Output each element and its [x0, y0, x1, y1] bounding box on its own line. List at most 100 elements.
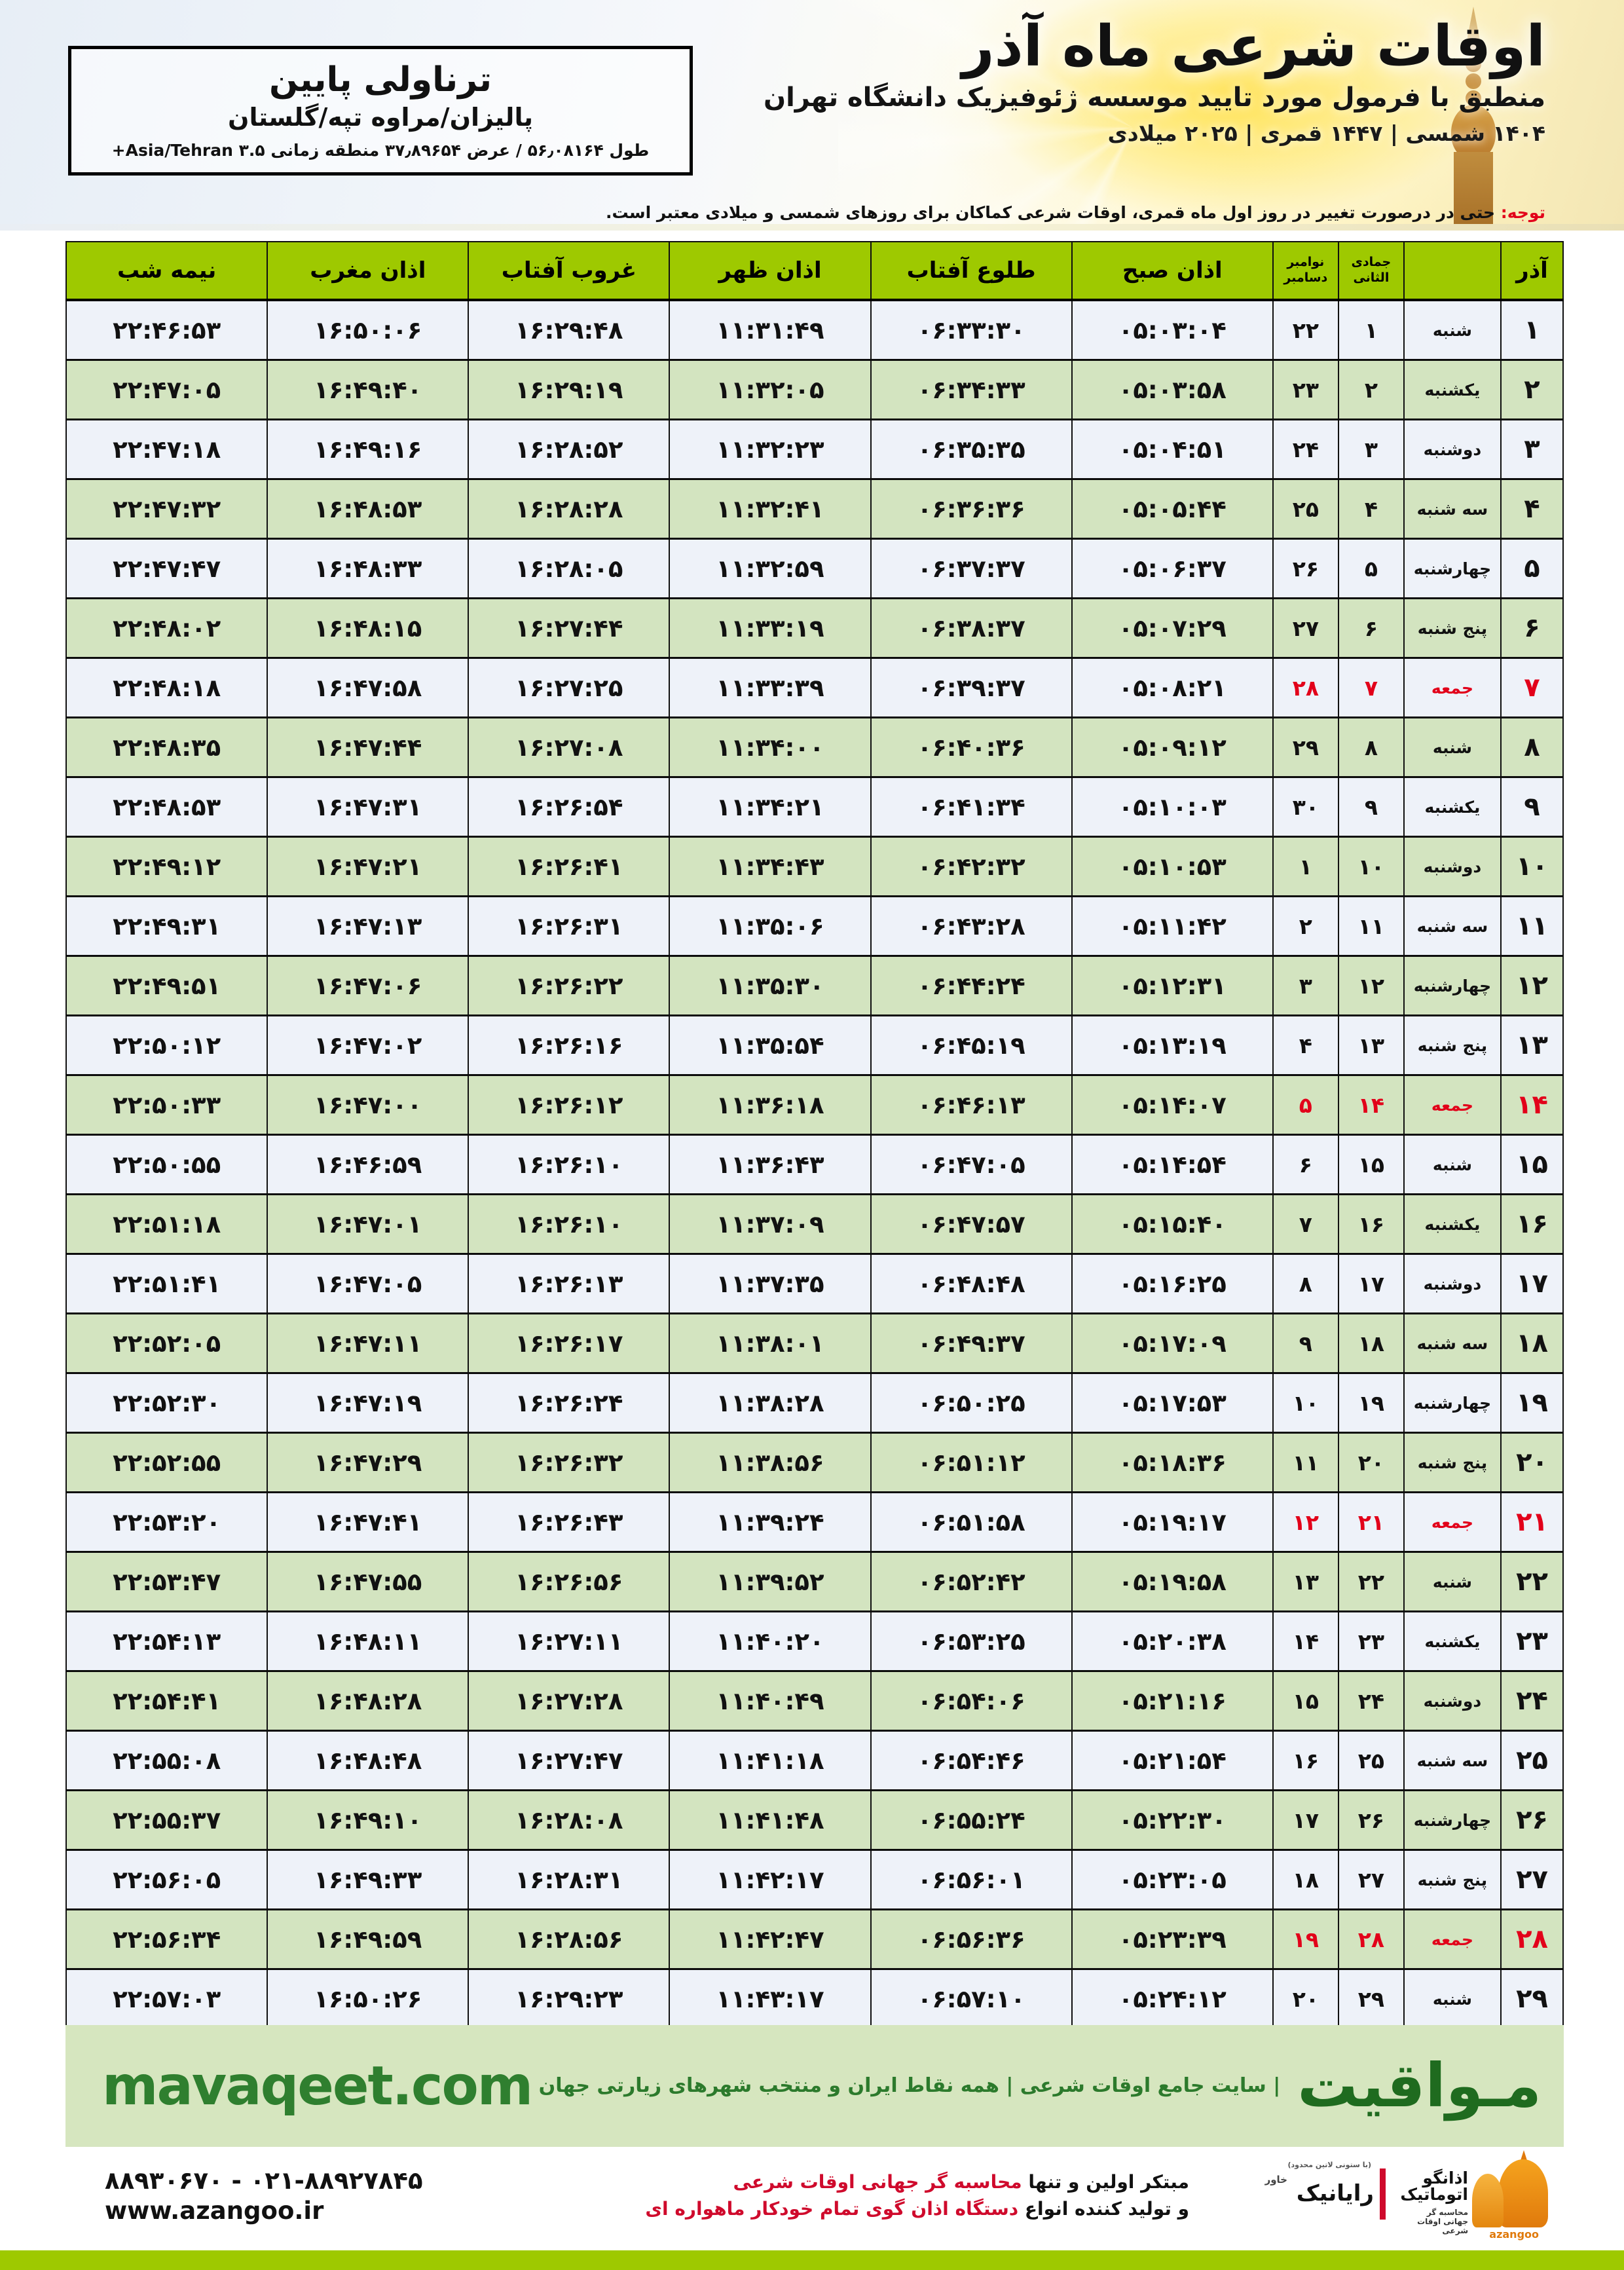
hijri-day: ۵: [1337, 538, 1405, 599]
gregorian-day: ۲۰: [1272, 1968, 1339, 2030]
maghrib-time: ۱۶:۴۸:۳۳: [267, 538, 470, 599]
midnight-time: ۲۲:۵۶:۳۴: [65, 1908, 268, 1970]
phone-number[interactable]: ۰۲۱-۸۸۹۲۷۸۴۵ - ۸۸۹۳۰۶۷۰: [105, 2166, 423, 2195]
fajr-time: ۰۵:۰۵:۴۴: [1071, 478, 1274, 540]
midnight-time: ۲۲:۵۳:۴۷: [65, 1551, 268, 1612]
gregorian-day: ۲۸: [1272, 657, 1339, 718]
maghrib-time: ۱۶:۴۸:۲۸: [267, 1670, 470, 1732]
gregorian-day: ۴: [1272, 1014, 1339, 1076]
fajr-time: ۰۵:۱۵:۴۰: [1071, 1193, 1274, 1255]
fajr-time: ۰۵:۱۴:۵۴: [1071, 1134, 1274, 1195]
weekday-name: جمعه: [1403, 1908, 1502, 1970]
gregorian-day: ۳: [1272, 955, 1339, 1016]
dhuhr-time: ۱۱:۳۱:۴۹: [669, 299, 872, 361]
hijri-day: ۱۶: [1337, 1193, 1405, 1255]
sunset-time: ۱۶:۲۷:۴۷: [468, 1730, 671, 1791]
fajr-time: ۰۵:۰۳:۵۸: [1071, 359, 1274, 420]
table-row: ۲ یکشنبه ۲ ۲۳ ۰۵:۰۳:۵۸ ۰۶:۳۴:۳۳ ۱۱:۳۲:۰۵ ۱۶:۲۹:…: [65, 359, 1564, 420]
sunrise-time: ۰۶:۴۳:۲۸: [870, 895, 1073, 957]
table-row: ۱۶ یکشنبه ۱۶ ۷ ۰۵:۱۵:۴۰ ۰۶:۴۷:۵۷ ۱۱:۳۷:۰۹ ۱۶:۲۶…: [65, 1193, 1564, 1255]
sunset-time: ۱۶:۲۶:۱۷: [468, 1312, 671, 1374]
gregorian-day: ۳۰: [1272, 776, 1339, 838]
day-number: ۲: [1500, 359, 1564, 420]
weekday-name: دوشنبه: [1403, 1253, 1502, 1314]
prayer-times-table-wrapper: آذر جمادی الثانی نوامبر دسامبر اذان صبح …: [65, 241, 1564, 2089]
fajr-time: ۰۵:۱۹:۵۸: [1071, 1551, 1274, 1612]
hijri-day: ۱۰: [1337, 836, 1405, 897]
day-number: ۴: [1500, 478, 1564, 540]
table-row: ۵ چهارشنبه ۵ ۲۶ ۰۵:۰۶:۳۷ ۰۶:۳۷:۳۷ ۱۱:۳۲:۵۹ ۱۶:۲…: [65, 538, 1564, 599]
weekday-name: پنج شنبه: [1403, 1432, 1502, 1493]
footer-contact-bar: اذانگو اتوماتیک محاسبه گر جهانی اوقات شر…: [65, 2147, 1564, 2245]
table-row: ۱۹ چهارشنبه ۱۹ ۱۰ ۰۵:۱۷:۵۳ ۰۶:۵۰:۲۵ ۱۱:۳۸:۲۸ ۱۶…: [65, 1372, 1564, 1434]
table-row: ۱۲ چهارشنبه ۱۲ ۳ ۰۵:۱۲:۳۱ ۰۶:۴۴:۲۴ ۱۱:۳۵:۳۰ ۱۶:…: [65, 955, 1564, 1016]
dhuhr-time: ۱۱:۳۳:۳۹: [669, 657, 872, 718]
midnight-time: ۲۲:۵۰:۵۵: [65, 1134, 268, 1195]
dhuhr-time: ۱۱:۴۱:۴۸: [669, 1789, 872, 1851]
weekday-name: یکشنبه: [1403, 776, 1502, 838]
sunrise-time: ۰۶:۴۷:۵۷: [870, 1193, 1073, 1255]
table-row: ۴ سه شنبه ۴ ۲۵ ۰۵:۰۵:۴۴ ۰۶:۳۶:۳۶ ۱۱:۳۲:۴۱ ۱۶:۲۸…: [65, 478, 1564, 540]
maghrib-time: ۱۶:۴۹:۱۰: [267, 1789, 470, 1851]
midnight-time: ۲۲:۵۱:۴۱: [65, 1253, 268, 1314]
maghrib-time: ۱۶:۴۶:۵۹: [267, 1134, 470, 1195]
sunset-time: ۱۶:۲۶:۱۳: [468, 1253, 671, 1314]
col-header-gregorian: نوامبر دسامبر: [1272, 241, 1339, 301]
fajr-time: ۰۵:۰۳:۰۴: [1071, 299, 1274, 361]
gregorian-day: ۱۵: [1272, 1670, 1339, 1732]
location-city: ترناولی پایین: [268, 60, 492, 100]
day-number: ۲۸: [1500, 1908, 1564, 1970]
midnight-time: ۲۲:۴۷:۳۲: [65, 478, 268, 540]
fajr-time: ۰۵:۱۰:۰۳: [1071, 776, 1274, 838]
weekday-name: سه شنبه: [1403, 478, 1502, 540]
brand-name: مـواقیت: [1297, 2051, 1542, 2121]
weekday-name: شنبه: [1403, 1134, 1502, 1195]
maghrib-time: ۱۶:۴۸:۱۵: [267, 597, 470, 659]
table-row: ۱۴ جمعه ۱۴ ۵ ۰۵:۱۴:۰۷ ۰۶:۴۶:۱۳ ۱۱:۳۶:۱۸ ۱۶:۲۶:۱…: [65, 1074, 1564, 1136]
hijri-day: ۱۸: [1337, 1312, 1405, 1374]
sunset-time: ۱۶:۲۸:۳۱: [468, 1849, 671, 1910]
table-row: ۱۳ پنج شنبه ۱۳ ۴ ۰۵:۱۳:۱۹ ۰۶:۴۵:۱۹ ۱۱:۳۵:۵۴ ۱۶:…: [65, 1014, 1564, 1076]
day-number: ۲۳: [1500, 1610, 1564, 1672]
sunrise-time: ۰۶:۴۴:۲۴: [870, 955, 1073, 1016]
maghrib-time: ۱۶:۴۷:۴۴: [267, 716, 470, 778]
dhuhr-time: ۱۱:۳۴:۰۰: [669, 716, 872, 778]
day-number: ۹: [1500, 776, 1564, 838]
day-number: ۲۹: [1500, 1968, 1564, 2030]
sunset-time: ۱۶:۲۸:۵۲: [468, 419, 671, 480]
table-row: ۲۸ جمعه ۲۸ ۱۹ ۰۵:۲۳:۳۹ ۰۶:۵۶:۳۶ ۱۱:۴۲:۴۷ ۱۶:۲۸:…: [65, 1908, 1564, 1970]
table-row: ۲۶ چهارشنبه ۲۶ ۱۷ ۰۵:۲۲:۳۰ ۰۶:۵۵:۲۴ ۱۱:۴۱:۴۸ ۱۶…: [65, 1789, 1564, 1851]
azangoo-logo-icon: اذانگو اتوماتیک محاسبه گر جهانی اوقات شر…: [1400, 2150, 1552, 2241]
fajr-time: ۰۵:۱۲:۳۱: [1071, 955, 1274, 1016]
fajr-time: ۰۵:۲۱:۵۴: [1071, 1730, 1274, 1791]
gregorian-day: ۱۱: [1272, 1432, 1339, 1493]
hijri-day: ۲: [1337, 359, 1405, 420]
day-number: ۶: [1500, 597, 1564, 659]
midnight-time: ۲۲:۵۲:۳۰: [65, 1372, 268, 1434]
gregorian-day: ۱۹: [1272, 1908, 1339, 1970]
maghrib-time: ۱۶:۴۷:۱۹: [267, 1372, 470, 1434]
day-number: ۱۷: [1500, 1253, 1564, 1314]
dhuhr-time: ۱۱:۳۸:۰۱: [669, 1312, 872, 1374]
maghrib-time: ۱۶:۴۹:۵۹: [267, 1908, 470, 1970]
sunset-time: ۱۶:۲۸:۰۵: [468, 538, 671, 599]
weekday-name: سه شنبه: [1403, 1730, 1502, 1791]
maghrib-time: ۱۶:۴۷:۴۱: [267, 1491, 470, 1553]
weekday-name: دوشنبه: [1403, 1670, 1502, 1732]
dhuhr-time: ۱۱:۳۸:۲۸: [669, 1372, 872, 1434]
dhuhr-time: ۱۱:۳۴:۲۱: [669, 776, 872, 838]
sunrise-time: ۰۶:۵۱:۵۸: [870, 1491, 1073, 1553]
note-label: توجه:: [1500, 203, 1545, 222]
gregorian-day: ۶: [1272, 1134, 1339, 1195]
dhuhr-time: ۱۱:۳۲:۲۳: [669, 419, 872, 480]
hijri-day: ۱۵: [1337, 1134, 1405, 1195]
day-number: ۲۶: [1500, 1789, 1564, 1851]
table-row: ۸ شنبه ۸ ۲۹ ۰۵:۰۹:۱۲ ۰۶:۴۰:۳۶ ۱۱:۳۴:۰۰ ۱۶:۲۷:۰۸…: [65, 716, 1564, 778]
website-url[interactable]: www.azangoo.ir: [105, 2197, 324, 2225]
brand-tagline: | سایت جامع اوقات شرعی | همه نقاط ایران …: [538, 2074, 1281, 2097]
weekday-name: دوشنبه: [1403, 419, 1502, 480]
sunset-time: ۱۶:۲۶:۲۲: [468, 955, 671, 1016]
slogan-line-1: مبتکر اولین و تنها محاسبه گر جهانی اوقات…: [645, 2169, 1189, 2196]
hijri-day: ۲۶: [1337, 1789, 1405, 1851]
brand-domain[interactable]: mavaqeet.com: [102, 2055, 533, 2117]
